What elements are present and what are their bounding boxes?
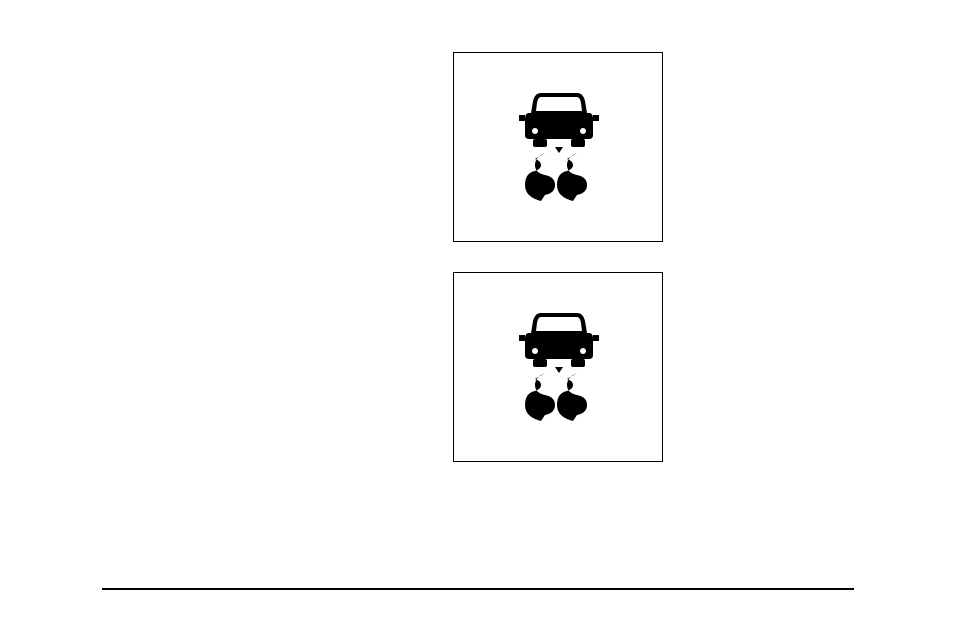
- car-skid-icon: [511, 311, 607, 421]
- traction-control-symbol-bottom: [453, 272, 663, 462]
- footer-divider: [102, 588, 854, 590]
- car-skid-icon: [511, 91, 607, 201]
- traction-control-symbol-top: [453, 52, 663, 242]
- page: [0, 0, 954, 636]
